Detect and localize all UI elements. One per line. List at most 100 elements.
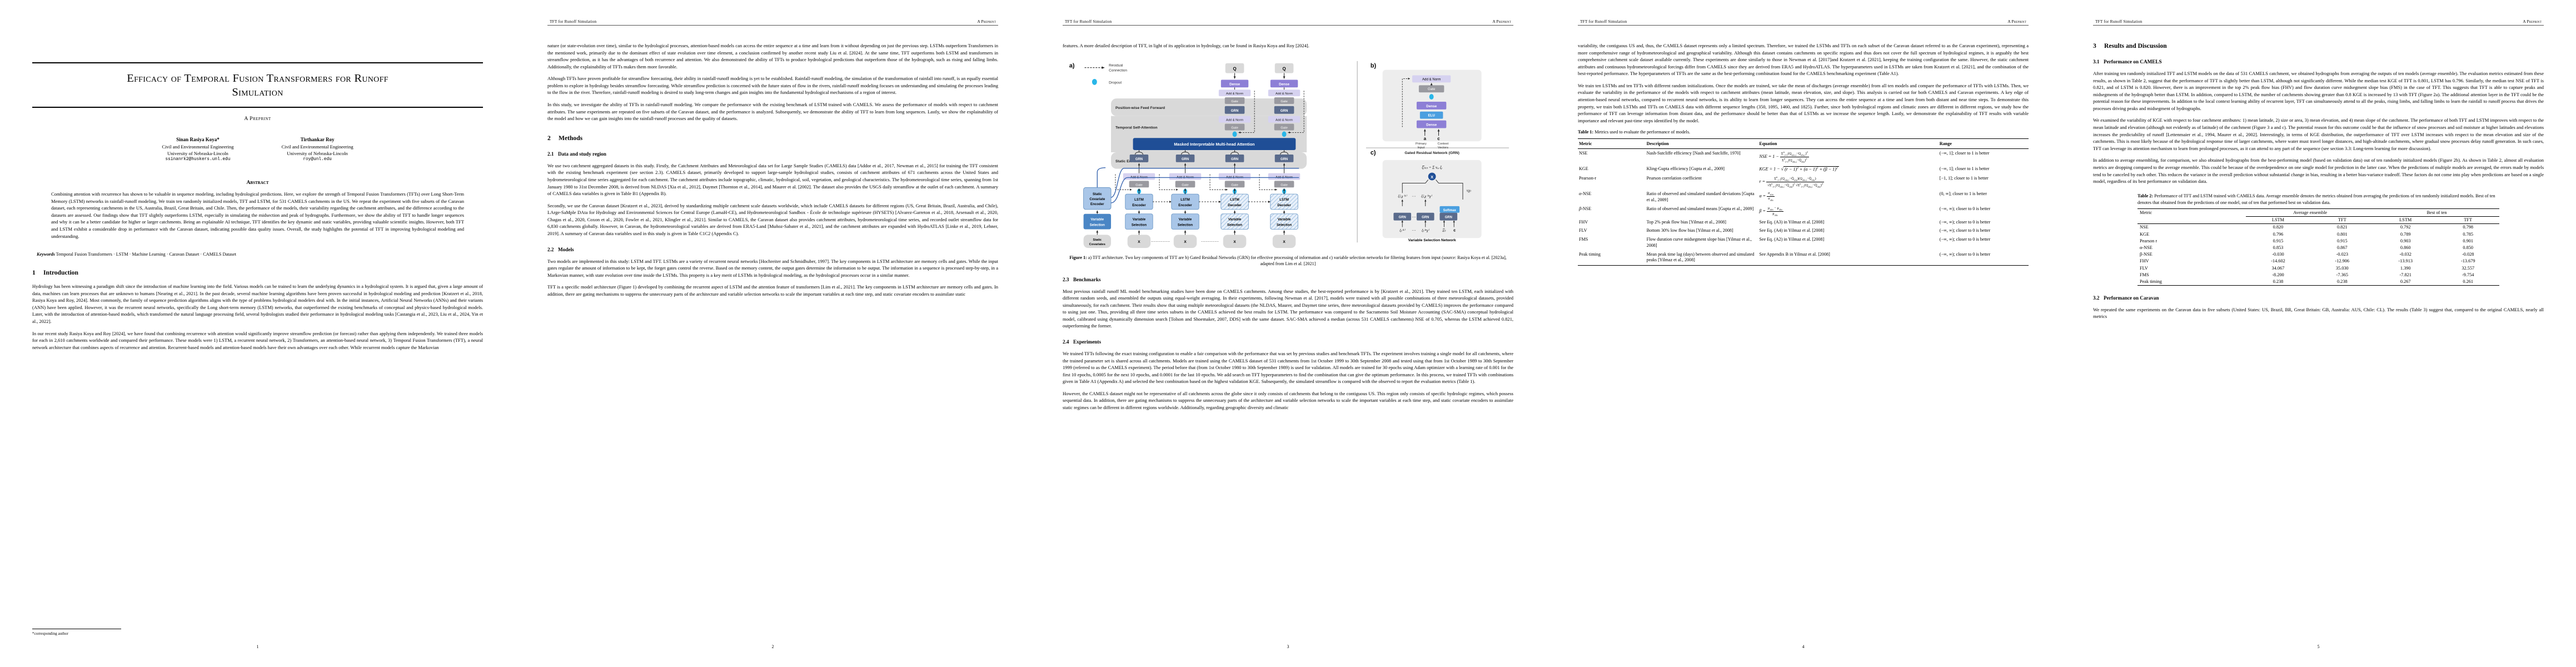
cell-avg-lstm: -8.200 xyxy=(2272,272,2284,277)
table-2-subcol-avg-lstm: LSTM xyxy=(2246,216,2310,224)
p2-paragraph-1: nature (or state-evolution over time), s… xyxy=(547,43,998,69)
table-row: FHV -14.602 -12.906 -13.913 -13.679 xyxy=(2137,258,2499,265)
svg-text:Dense: Dense xyxy=(1426,123,1437,127)
running-head-left: TFT for Runoff Simulation xyxy=(1065,19,1112,24)
block-addnorm-top-2: Add & Norm xyxy=(1268,89,1301,96)
cell-avg-lstm: 0.796 xyxy=(2273,231,2284,237)
cell-best-lstm: -0.032 xyxy=(2399,252,2411,257)
keywords-value: Temporal Fusion Transformers · LSTM · Ma… xyxy=(56,252,237,257)
footnote-corresponding-author: *corresponding author xyxy=(32,631,68,636)
svg-text:Dense: Dense xyxy=(1426,104,1437,108)
svg-text:GRN: GRN xyxy=(1280,157,1288,161)
running-head-left: TFT for Runoff Simulation xyxy=(550,19,597,24)
cell-equation: α = σsim σobs xyxy=(1759,191,1775,202)
svg-text:Connection: Connection xyxy=(1109,68,1127,72)
page-5: TFT for Runoff Simulation A Preprint 3 Re… xyxy=(2061,0,2576,667)
cell-best-tft: 32.557 xyxy=(2462,265,2475,271)
cell-equation: NSE = 1 − Σni=1(Qsim,i−Qobs,i)2 Σni=1(Qob… xyxy=(1759,150,1809,163)
section-title: Introduction xyxy=(43,269,78,277)
dropout-icon-1 xyxy=(1232,131,1237,137)
cell-metric: β-NSE xyxy=(2140,252,2153,257)
svg-text:GRN: GRN xyxy=(1399,216,1406,219)
block-gate-lstm-1: Gate xyxy=(1129,181,1149,187)
svg-text:GRN: GRN xyxy=(1445,216,1452,219)
page-4: TFT for Runoff Simulation A Preprint var… xyxy=(1546,0,2061,667)
cell-metric: NSE xyxy=(1579,150,1588,156)
author-block: Sinan Rasiya Koya* Civil and Environment… xyxy=(32,136,483,163)
author-2-name: Tirthankar Roy xyxy=(300,137,335,142)
svg-text:GRN: GRN xyxy=(1231,108,1239,112)
author-2-univ: University of Nebraska-Lincoln xyxy=(287,150,348,156)
author-2-email[interactable]: roy@unl.edu xyxy=(303,157,332,162)
svg-text:Variable: Variable xyxy=(1133,217,1146,221)
page-2: TFT for Runoff Simulation A Preprint nat… xyxy=(515,0,1030,667)
block-lstm-encoder-2: LSTM Encoder xyxy=(1171,193,1199,210)
svg-text:Add & Norm: Add & Norm xyxy=(1275,118,1293,122)
table-row: Peak timing Mean peak time lag (days) be… xyxy=(1578,250,2029,266)
cell-avg-lstm: 0.820 xyxy=(2273,225,2284,230)
block-variable-selection-static: Variable Selection xyxy=(1083,213,1112,230)
block-addnorm-lstm-2: Add & Norm xyxy=(1169,173,1202,180)
block-gate-lstm-4: Gate xyxy=(1274,181,1294,187)
panel-b-gate: Gate xyxy=(1418,84,1444,92)
panel-c-multiply-node xyxy=(1428,172,1436,181)
table-2-group-best-of-ten: Best of ten xyxy=(2374,208,2499,217)
keywords: Keywords Temporal Fusion Transformers · … xyxy=(32,252,483,257)
page-number-5: 5 xyxy=(2317,644,2320,649)
block-grn-static-3: GRN xyxy=(1225,154,1244,162)
svg-text:GRN: GRN xyxy=(1182,157,1189,161)
section-title: Results and Discussion xyxy=(2104,42,2167,49)
cell-metric: FHV xyxy=(2140,258,2149,264)
subsection-number: 2.4 xyxy=(1063,339,1069,345)
svg-text:ELU: ELU xyxy=(1428,113,1436,117)
author-1: Sinan Rasiya Koya* Civil and Environment… xyxy=(162,136,233,163)
svg-text:Variable: Variable xyxy=(1278,217,1291,221)
author-1-email[interactable]: ssinanrk2@huskers.unl.edu xyxy=(165,157,231,162)
svg-text:X: X xyxy=(1283,240,1285,244)
svg-text:Gate: Gate xyxy=(1280,183,1287,187)
svg-text:Selection: Selection xyxy=(1178,223,1193,227)
subsection-number: 2.2 xyxy=(547,246,554,252)
panel-b-elu: ELU xyxy=(1419,111,1443,119)
panel-c-input-xi-1: ξₜ⁽¹⁾ xyxy=(1399,228,1406,232)
cell-metric: FMS xyxy=(2140,272,2149,277)
band-feed-forward xyxy=(1111,98,1307,116)
panel-c-input-Xi: Ξₜ xyxy=(1442,228,1446,232)
svg-text:Gate: Gate xyxy=(1231,100,1238,103)
svg-text:GRN: GRN xyxy=(1422,216,1429,219)
cell-best-tft: 0.901 xyxy=(2463,238,2474,243)
panel-c-equation: ξ̅ₜₖₙ = Σ vₓᵢ ξᵢ xyxy=(1422,166,1442,170)
block-gate-attn-2: Gate xyxy=(1274,123,1294,131)
abstract-text: Combining attention with recurrence has … xyxy=(51,191,464,239)
experiments-paragraph-1: We trained TFTs following the exact trai… xyxy=(1063,351,1513,385)
cell-description: Mean peak time lag (days) between observ… xyxy=(1645,250,1758,266)
table-1-caption-text: Metrics used to evaluate the performance… xyxy=(1595,130,1691,135)
svg-text:Dropout: Dropout xyxy=(1109,81,1122,84)
cell-avg-tft: -12.906 xyxy=(2335,258,2350,264)
running-head-right: A Preprint xyxy=(1492,19,1511,24)
table-2-label: Table 2: xyxy=(2137,193,2154,198)
legend-dropout: Dropout xyxy=(1092,78,1122,85)
cell-description: Top 2% peak flow bias [Yilmaz et al., 20… xyxy=(1646,219,1726,225)
table-row: α-NSE 0.853 0.867 0.860 0.850 xyxy=(2137,244,2499,251)
svg-text:Add & Norm: Add & Norm xyxy=(1226,92,1243,96)
panel-c-input-xi-m: ξₜ⁽ᵐχ⁾ xyxy=(1422,228,1430,232)
panel-b-input-a: a xyxy=(1424,136,1427,141)
abstract-heading: Abstract xyxy=(246,180,269,186)
panel-b-label-context-vectors: Context xyxy=(1438,142,1449,146)
block-addnorm-attn-1: Add & Norm xyxy=(1218,116,1251,123)
running-head-left: TFT for Runoff Simulation xyxy=(1580,19,1627,24)
table-row: NSE 0.820 0.821 0.792 0.798 xyxy=(2137,223,2499,231)
svg-text:Q: Q xyxy=(1282,66,1285,71)
cell-range: (−∞, 1]; closer to 1 is better xyxy=(1939,150,1990,156)
cell-avg-lstm: 0.238 xyxy=(2246,278,2310,286)
intro-paragraph-1: Hydrology has been witnessing a paradigm… xyxy=(32,283,483,325)
block-gate-lstm-3: Gate xyxy=(1224,181,1245,187)
cell-avg-lstm: 0.853 xyxy=(2273,245,2284,250)
cell-avg-tft: 0.867 xyxy=(2336,245,2348,250)
cell-metric: KGE xyxy=(1579,166,1588,172)
p2-paragraph-2: Although TFTs have proven profitable for… xyxy=(547,76,998,96)
cell-best-tft: -9.754 xyxy=(2462,272,2474,277)
running-head-3: TFT for Runoff Simulation A Preprint xyxy=(1063,19,1513,26)
panel-c-ellipsis-2: ··· xyxy=(1412,215,1416,219)
